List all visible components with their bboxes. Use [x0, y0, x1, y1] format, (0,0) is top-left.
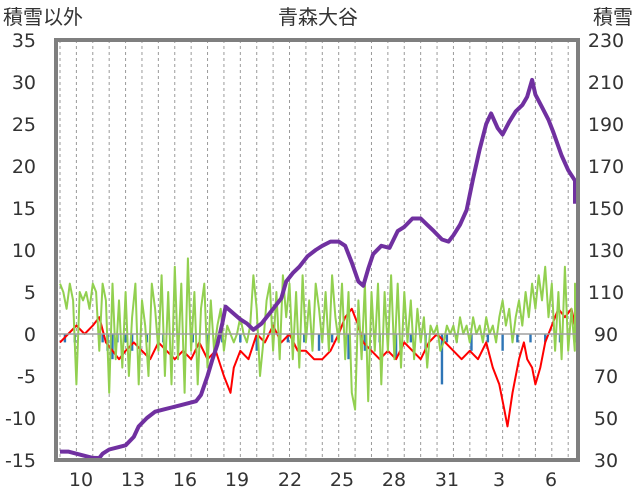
- left-tick-label: 25: [12, 114, 36, 136]
- right-axis-label: 積雪: [593, 5, 633, 29]
- x-tick-label: 22: [278, 469, 302, 491]
- line-series: [59, 77, 577, 460]
- x-tick-label: 19: [225, 469, 249, 491]
- x-tick-label: 25: [330, 469, 354, 491]
- grid: [59, 40, 569, 460]
- bar: [486, 334, 490, 343]
- left-tick-label: 30: [12, 72, 36, 94]
- x-tick-label: 16: [173, 469, 197, 491]
- x-tick-label: 13: [121, 469, 145, 491]
- left-tick-label: 10: [12, 240, 36, 262]
- series-line: [59, 257, 576, 411]
- bar: [330, 334, 334, 343]
- bar: [516, 334, 519, 343]
- bar: [255, 334, 258, 351]
- left-tick-label: -5: [17, 366, 36, 388]
- bar: [529, 334, 532, 343]
- bar: [317, 334, 321, 351]
- right-tick-label: 90: [594, 324, 618, 346]
- series-line: [59, 307, 576, 428]
- bar: [111, 334, 114, 360]
- bar: [501, 334, 504, 351]
- right-tick-label: 150: [588, 198, 624, 220]
- right-tick-label: 170: [588, 156, 624, 178]
- bar: [394, 334, 398, 360]
- x-tick-label: 31: [435, 469, 459, 491]
- bar: [445, 334, 449, 343]
- right-tick-label: 30: [594, 450, 618, 472]
- right-tick-label: 110: [588, 282, 624, 304]
- right-tick-label: 230: [588, 30, 624, 52]
- x-axis-ticks: 10 13 16 19 22 25 28 31 3 6: [69, 469, 557, 491]
- right-axis-ticks: 230 210 190 170 150 130 110 90 70 50 30: [588, 30, 624, 472]
- bar: [409, 334, 413, 343]
- left-tick-label: -10: [5, 408, 36, 430]
- x-tick-label: 28: [382, 469, 406, 491]
- bar: [440, 334, 444, 385]
- left-tick-label: -15: [5, 450, 36, 472]
- right-tick-label: 190: [588, 114, 624, 136]
- bar: [544, 334, 547, 343]
- chart-title: 青森大谷: [278, 5, 358, 29]
- bar: [124, 334, 127, 343]
- bar: [303, 334, 306, 343]
- right-tick-label: 50: [594, 408, 618, 430]
- bar: [101, 334, 104, 343]
- left-tick-label: 0: [24, 324, 36, 346]
- right-tick-label: 130: [588, 240, 624, 262]
- left-axis-label: 積雪以外: [3, 5, 83, 29]
- left-axis-ticks: 35 30 25 20 15 10 5 0 -5 -10 -15: [5, 30, 36, 472]
- left-tick-label: 5: [24, 282, 36, 304]
- x-tick-label: 6: [545, 469, 557, 491]
- left-tick-label: 35: [12, 30, 36, 52]
- left-tick-label: 20: [12, 156, 36, 178]
- x-tick-label: 10: [69, 469, 93, 491]
- bar: [130, 334, 134, 351]
- plot-frame: [54, 38, 580, 462]
- right-tick-label: 70: [594, 366, 618, 388]
- x-tick-label: 3: [493, 469, 505, 491]
- left-tick-label: 15: [12, 198, 36, 220]
- bar: [363, 334, 367, 351]
- right-tick-label: 210: [588, 72, 624, 94]
- bar: [239, 334, 242, 343]
- bar: [286, 334, 290, 343]
- bar: [470, 334, 473, 351]
- bar: [347, 334, 350, 360]
- series-line: [60, 77, 577, 460]
